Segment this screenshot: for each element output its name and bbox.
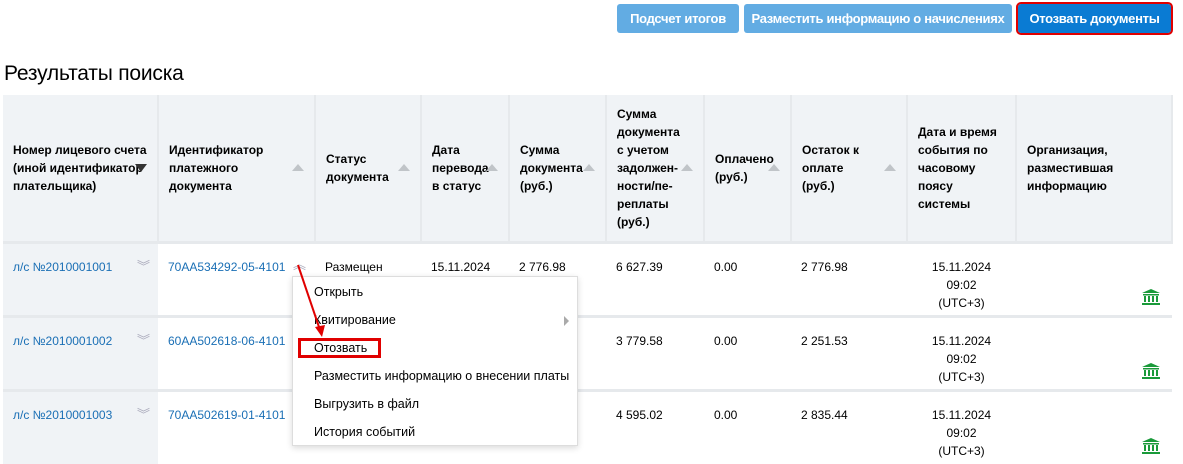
col-date[interactable]: Дата перевода в статус [421, 95, 510, 242]
sort-icon[interactable] [292, 163, 304, 171]
revoke-documents-button[interactable]: Отозвать документы [1016, 2, 1173, 35]
event-time: 09:02 [946, 351, 977, 366]
event-datetime-cell: 15.11.2024 09:02 (UTC+3) [907, 240, 1016, 316]
menu-label: История событий [314, 425, 416, 439]
event-datetime-cell: 15.11.2024 09:02 (UTC+3) [907, 388, 1016, 464]
expand-chevron-icon[interactable]: ︾ [136, 406, 150, 422]
col-remaining[interactable]: Остаток к оплате (руб.) [791, 95, 908, 242]
menu-item-reconcile[interactable]: Квитирование [293, 306, 577, 334]
col-label: Номер лицевого счета (иной идентификатор… [13, 142, 147, 193]
col-sum[interactable]: Сумма документа (руб.) [509, 95, 607, 242]
sum-debt-cell: 6 627.39 [606, 240, 704, 316]
collapse-chevron-icon[interactable]: ︽ [293, 257, 307, 272]
remaining-cell: 2 835.44 [791, 388, 907, 464]
org-cell [1016, 388, 1172, 464]
account-link[interactable]: л/с №2010001001 [13, 259, 113, 274]
expand-chevron-icon[interactable]: ︾ [136, 258, 150, 274]
org-cell [1016, 240, 1172, 316]
organization-icon[interactable] [1142, 288, 1160, 305]
context-menu: Открыть Квитирование Отозвать Разместить… [292, 276, 578, 446]
sort-icon[interactable] [884, 163, 896, 171]
event-date: 15.11.2024 [931, 259, 992, 274]
doc-id-link[interactable]: 70AA502619-01-4101 [168, 407, 286, 422]
expand-chevron-icon[interactable]: ︾ [136, 332, 150, 348]
event-tz: (UTC+3) [938, 369, 985, 384]
sort-icon[interactable] [681, 163, 693, 171]
event-date: 15.11.2024 [931, 407, 992, 422]
col-sum-debt[interactable]: Сумма документа с учетом задолжен-ности/… [606, 95, 705, 242]
menu-item-export[interactable]: Выгрузить в файл [293, 390, 577, 418]
table-row: л/с №2010001001 ︾ 70AA534292-05-4101 Разм… [3, 240, 1172, 316]
event-datetime-cell: 15.11.2024 09:02 (UTC+3) [907, 314, 1016, 390]
paid-cell: 0.00 [704, 240, 791, 316]
col-label: Идентификатор платежного документа [169, 142, 264, 193]
sum-debt-cell: 3 779.58 [606, 314, 704, 390]
event-tz: (UTC+3) [938, 295, 985, 310]
submenu-arrow-icon [564, 316, 569, 326]
event-time: 09:02 [946, 277, 977, 292]
post-charges-button[interactable]: Разместить информацию о начислениях [744, 4, 1012, 33]
col-status[interactable]: Статус документа [315, 95, 422, 242]
menu-label: Открыть [314, 285, 364, 299]
sort-icon[interactable] [768, 163, 780, 171]
results-table: Номер лицевого счета (иной идентификатор… [3, 95, 1173, 464]
col-account[interactable]: Номер лицевого счета (иной идентификатор… [3, 95, 159, 242]
col-label: Оплачено (руб.) [715, 151, 774, 184]
sort-desc-icon[interactable] [135, 163, 147, 172]
col-label: Организация, разместившая информацию [1027, 142, 1114, 193]
highlight-box [298, 338, 381, 358]
col-label: Дата и время события по часовому поясу с… [918, 124, 997, 211]
menu-label: Отозвать [314, 341, 368, 355]
col-org: Организация, разместившая информацию [1016, 95, 1173, 242]
sort-icon[interactable] [583, 163, 595, 171]
organization-icon[interactable] [1142, 362, 1160, 379]
doc-id-link[interactable]: 70AA534292-05-4101 [168, 259, 286, 274]
col-paid[interactable]: Оплачено (руб.) [704, 95, 792, 242]
organization-icon[interactable] [1142, 438, 1160, 454]
sort-icon[interactable] [486, 163, 498, 171]
menu-item-open[interactable]: Открыть [293, 278, 577, 306]
event-time: 09:02 [946, 425, 977, 440]
col-label: Дата перевода в статус [432, 142, 489, 193]
menu-item-history[interactable]: История событий [293, 418, 577, 446]
paid-cell: 0.00 [704, 388, 791, 464]
remaining-cell: 2 776.98 [791, 240, 907, 316]
event-date: 15.11.2024 [931, 333, 992, 348]
col-event-date: Дата и время события по часовому поясу с… [907, 95, 1017, 242]
page-title: Результаты поиска [4, 62, 184, 85]
event-tz: (UTC+3) [938, 443, 985, 458]
col-doc-id[interactable]: Идентификатор платежного документа [158, 95, 316, 242]
menu-label: Выгрузить в файл [314, 397, 419, 411]
menu-label: Разместить информацию о внесении платы [314, 369, 570, 383]
account-link[interactable]: л/с №2010001002 [13, 333, 113, 348]
col-label: Сумма документа (руб.) [520, 142, 583, 193]
sum-debt-cell: 4 595.02 [606, 388, 704, 464]
col-label: Статус документа [326, 151, 389, 184]
paid-cell: 0.00 [704, 314, 791, 390]
totals-button[interactable]: Подсчет итогов [617, 4, 739, 33]
menu-label: Квитирование [314, 313, 396, 327]
doc-id-link[interactable]: 60AA502618-06-4101 [168, 333, 286, 348]
col-label: Остаток к оплате (руб.) [802, 142, 859, 193]
sort-icon[interactable] [398, 163, 410, 171]
account-link[interactable]: л/с №2010001003 [13, 407, 113, 422]
menu-item-post-payment[interactable]: Разместить информацию о внесении платы [293, 362, 577, 390]
org-cell [1016, 314, 1172, 390]
menu-item-revoke[interactable]: Отозвать [293, 334, 577, 362]
remaining-cell: 2 251.53 [791, 314, 907, 390]
col-label: Сумма документа с учетом задолжен-ности/… [617, 106, 680, 229]
